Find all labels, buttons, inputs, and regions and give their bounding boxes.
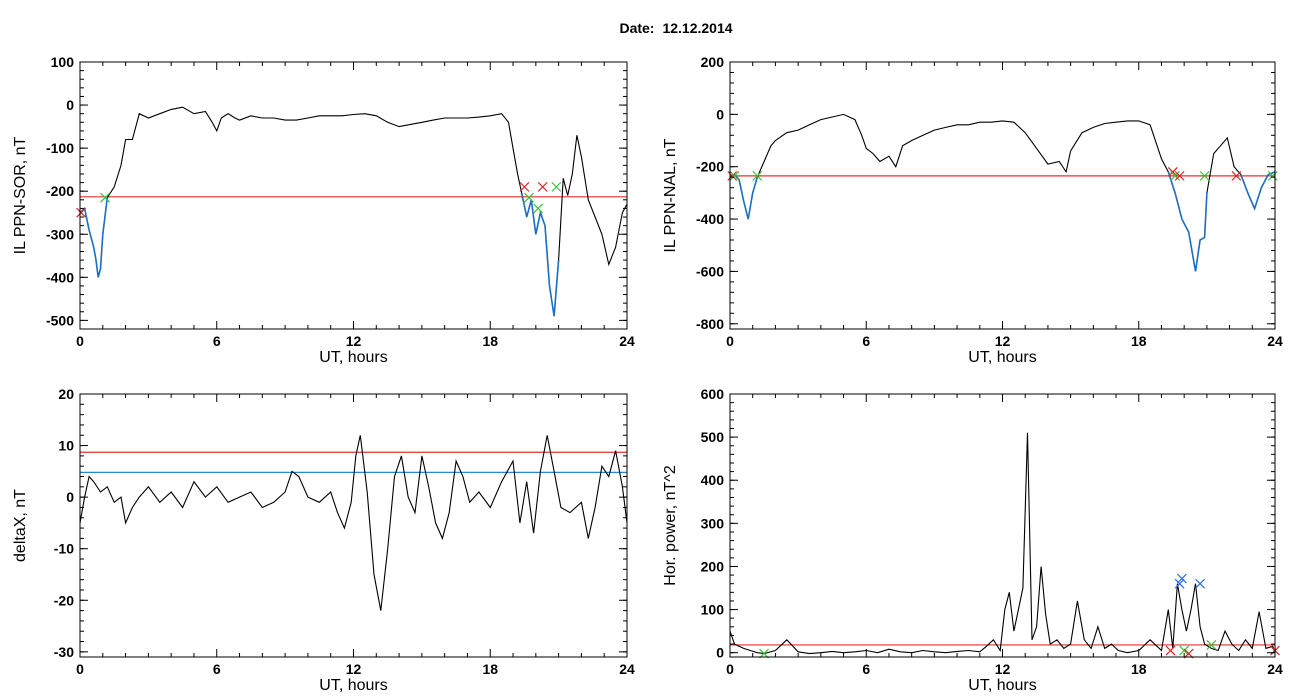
y-tick-label: -10 bbox=[54, 541, 74, 557]
series-line bbox=[730, 113, 1275, 272]
y-tick-label: -100 bbox=[46, 140, 74, 156]
x-tick-label: 0 bbox=[726, 661, 734, 677]
cross-marker-blue bbox=[1176, 573, 1187, 584]
cross-marker-red bbox=[76, 207, 87, 218]
x-tick-label: 24 bbox=[619, 661, 635, 677]
plot-frame bbox=[79, 61, 628, 330]
y-tick-label: -400 bbox=[46, 269, 74, 285]
cross-marker-green bbox=[1199, 170, 1210, 181]
y-axis-label: IL PPN-NAL, nT bbox=[662, 138, 679, 252]
cross-marker-red bbox=[519, 181, 530, 192]
cross-marker-red bbox=[727, 170, 738, 181]
cross-marker-green bbox=[729, 170, 740, 181]
date-value: 12.12.2014 bbox=[662, 20, 732, 36]
plot-frame bbox=[79, 393, 628, 658]
y-tick-label: -200 bbox=[46, 183, 74, 199]
cross-marker-green bbox=[752, 170, 763, 181]
series-line bbox=[80, 435, 627, 611]
storm-segment bbox=[1240, 171, 1275, 211]
panel-sor: 0 6 12 18 24 100 0 -100 -200 -300 -400 -500 UT, hour… bbox=[12, 54, 635, 366]
y-tick-label: 0 bbox=[66, 97, 74, 113]
y-tick-label: -500 bbox=[46, 312, 74, 328]
y-axis-label: deltaX, nT bbox=[12, 489, 29, 562]
panel-deltax: 0 6 12 18 24 20 10 0 -10 -20 -30 UT, hours deltaX, n… bbox=[12, 386, 635, 694]
x-tick-label: 12 bbox=[995, 661, 1011, 677]
x-axis-label: UT, hours bbox=[319, 677, 387, 694]
x-tick-label: 0 bbox=[76, 333, 84, 349]
x-tick-label: 18 bbox=[482, 333, 498, 349]
y-tick-label: 400 bbox=[701, 472, 725, 488]
y-tick-label: -30 bbox=[54, 644, 74, 660]
y-tick-label: 200 bbox=[701, 558, 725, 574]
y-tick-label: 100 bbox=[51, 54, 75, 70]
y-tick-label: 200 bbox=[701, 54, 725, 70]
storm-segment bbox=[80, 197, 109, 278]
x-tick-label: 12 bbox=[346, 661, 362, 677]
y-tick-label: -20 bbox=[54, 592, 74, 608]
x-tick-label: 0 bbox=[726, 333, 734, 349]
x-tick-label: 24 bbox=[1267, 661, 1283, 677]
panel-power: 0 6 12 18 24 600 500 400 300 200 100 0 UT, hours Hor.… bbox=[662, 386, 1283, 694]
y-tick-label: 600 bbox=[701, 386, 725, 402]
cross-marker-blue bbox=[1174, 578, 1185, 589]
cross-marker-red bbox=[1174, 170, 1185, 181]
cross-marker-green bbox=[1179, 645, 1190, 656]
cross-marker-blue bbox=[1195, 578, 1205, 589]
y-tick-label: -400 bbox=[696, 211, 724, 227]
x-tick-label: 18 bbox=[1131, 333, 1147, 349]
y-tick-label: -600 bbox=[696, 263, 724, 279]
y-tick-label: 20 bbox=[58, 386, 74, 402]
storm-segment bbox=[730, 173, 759, 220]
storm-segment bbox=[1167, 171, 1208, 272]
plot-frame bbox=[729, 61, 1276, 330]
y-tick-label: 0 bbox=[716, 645, 724, 661]
plot-frame bbox=[729, 393, 1276, 658]
y-tick-label: -300 bbox=[46, 226, 74, 242]
date-header: Date: 12.12.2014 bbox=[619, 20, 732, 36]
x-tick-label: 6 bbox=[213, 661, 221, 677]
y-tick-label: 100 bbox=[701, 602, 725, 618]
x-tick-label: 24 bbox=[619, 333, 635, 349]
panel-nal: 0 6 12 18 24 200 0 -200 -400 -600 -800 UT, hours IL … bbox=[662, 54, 1283, 366]
cross-marker-green bbox=[524, 192, 534, 203]
series-line bbox=[80, 106, 627, 317]
x-tick-label: 24 bbox=[1267, 333, 1283, 349]
y-axis-label: Hor. power, nT^2 bbox=[662, 465, 679, 586]
cross-marker-red bbox=[1231, 170, 1242, 181]
x-tick-label: 6 bbox=[862, 661, 870, 677]
x-tick-label: 18 bbox=[482, 661, 498, 677]
x-axis-label: UT, hours bbox=[968, 677, 1036, 694]
x-axis-label: UT, hours bbox=[319, 349, 387, 366]
y-tick-label: 0 bbox=[716, 106, 724, 122]
x-tick-label: 12 bbox=[346, 333, 362, 349]
x-tick-label: 6 bbox=[862, 333, 870, 349]
cross-marker-green bbox=[533, 203, 544, 214]
cross-marker-red bbox=[1165, 645, 1176, 656]
y-tick-label: -800 bbox=[696, 316, 724, 332]
cross-marker-green bbox=[1170, 170, 1181, 181]
series-line bbox=[730, 432, 1275, 655]
date-label: Date: bbox=[619, 20, 654, 36]
cross-marker-green bbox=[1206, 640, 1217, 650]
cross-marker-green bbox=[1267, 170, 1278, 181]
x-tick-label: 12 bbox=[995, 333, 1011, 349]
cross-marker-red bbox=[537, 181, 548, 192]
x-tick-label: 6 bbox=[213, 333, 221, 349]
cross-marker-green bbox=[551, 181, 562, 192]
y-tick-label: 10 bbox=[58, 438, 74, 454]
y-tick-label: 0 bbox=[66, 489, 74, 505]
x-axis-label: UT, hours bbox=[968, 349, 1036, 366]
y-tick-label: 300 bbox=[701, 515, 725, 531]
x-tick-label: 18 bbox=[1131, 661, 1147, 677]
x-tick-label: 0 bbox=[76, 661, 84, 677]
storm-segment bbox=[521, 195, 560, 317]
cross-marker-green bbox=[100, 192, 110, 203]
y-axis-label: IL PPN-SOR, nT bbox=[12, 136, 29, 254]
y-tick-label: 500 bbox=[701, 429, 725, 445]
y-tick-label: -200 bbox=[696, 159, 724, 175]
